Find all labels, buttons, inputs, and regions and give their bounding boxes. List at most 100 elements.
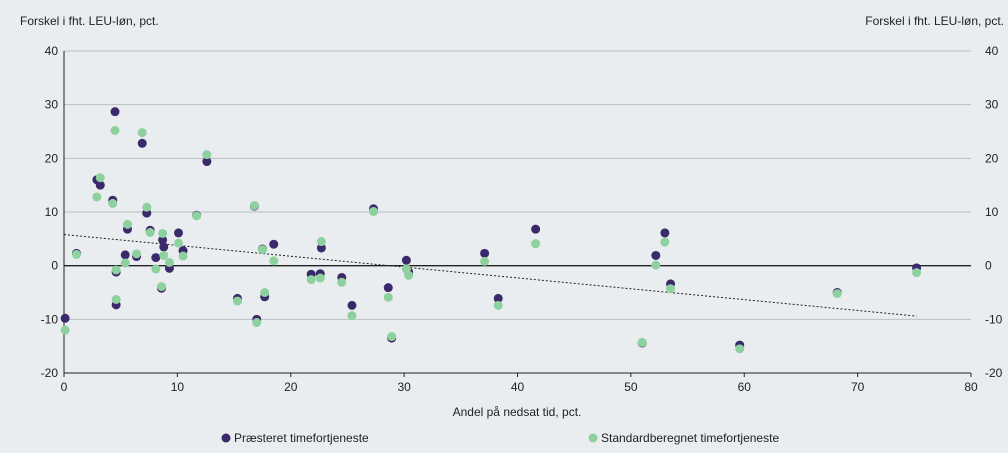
legend-label-series-2: Standardberegnet timefortjeneste [601, 431, 779, 445]
legend-marker-series-1 [221, 433, 231, 443]
data-point-standardberegnet [111, 294, 121, 304]
legend-marker-series-2 [588, 433, 598, 443]
data-point-standardberegnet [316, 237, 326, 247]
y-tick-label-right: -20 [985, 366, 1003, 380]
trendline [63, 234, 917, 317]
legend-label-series-1: Præsteret timefortjeneste [234, 431, 369, 445]
data-point-standardberegnet [164, 257, 174, 267]
data-point-standardberegnet [493, 300, 503, 310]
y-tick-label-left: 30 [45, 98, 59, 112]
x-tick-label: 20 [284, 380, 298, 394]
data-point-standardberegnet [480, 256, 490, 266]
points-layer [60, 107, 922, 354]
data-point-praesteret [159, 242, 169, 252]
data-point-standardberegnet [232, 296, 242, 306]
data-point-standardberegnet [157, 282, 167, 292]
y-tick-label-right: 10 [985, 205, 999, 219]
data-point-standardberegnet [660, 237, 670, 247]
x-tick-label: 10 [171, 380, 185, 394]
data-point-standardberegnet [306, 275, 316, 285]
data-point-praesteret [316, 243, 326, 253]
grid-layer [63, 50, 971, 374]
data-point-standardberegnet [912, 268, 922, 278]
data-point-standardberegnet [71, 249, 81, 259]
data-point-standardberegnet [92, 192, 102, 202]
x-tick-label: 0 [61, 380, 68, 394]
y-tick-label-left: 0 [51, 259, 58, 273]
data-point-standardberegnet [531, 239, 541, 249]
y-tick-label-right: 0 [985, 259, 992, 273]
y-axis-label-right: Forskel i fht. LEU-løn, pct. [865, 14, 1004, 28]
y-tick-label-right: 40 [985, 44, 999, 58]
data-point-standardberegnet [383, 292, 393, 302]
data-point-praesteret [531, 224, 541, 234]
y-tick-label-left: -10 [41, 312, 59, 326]
data-point-standardberegnet [315, 273, 325, 283]
data-point-standardberegnet [387, 332, 397, 342]
x-tick-label: 30 [397, 380, 411, 394]
data-point-praesteret [651, 250, 661, 260]
data-point-standardberegnet [337, 277, 347, 287]
y-tick-label-left: 10 [45, 205, 59, 219]
data-point-standardberegnet [151, 264, 161, 274]
data-point-standardberegnet [269, 256, 279, 266]
ticks-layer: -20 -20 -10 -10 0 0 10 10 20 20 30 30 40 40 0 10 20 30 40 5… [41, 44, 1003, 394]
y-tick-label-left: 20 [45, 151, 59, 165]
data-point-standardberegnet [158, 228, 168, 238]
data-point-praesteret [269, 239, 279, 249]
data-point-standardberegnet [142, 202, 152, 212]
data-point-praesteret [60, 313, 70, 323]
data-point-praesteret [174, 228, 184, 238]
data-point-standardberegnet [651, 260, 661, 270]
data-point-standardberegnet [178, 251, 188, 261]
data-point-standardberegnet [832, 289, 842, 299]
data-point-praesteret [480, 248, 490, 258]
x-tick-label: 80 [964, 380, 978, 394]
data-point-standardberegnet [347, 311, 357, 321]
trend-layer [63, 234, 917, 317]
y-tick-label-left: 40 [45, 44, 59, 58]
data-point-standardberegnet [159, 250, 169, 260]
data-point-praesteret [401, 255, 411, 265]
data-point-standardberegnet [122, 219, 132, 229]
data-point-standardberegnet [145, 227, 155, 237]
data-point-standardberegnet [260, 288, 270, 297]
y-tick-label-left: -20 [41, 366, 59, 380]
x-axis-label: Andel på nedsat tid, pct. [453, 405, 582, 419]
data-point-standardberegnet [202, 150, 212, 160]
y-tick-label-right: 30 [985, 98, 999, 112]
data-point-standardberegnet [137, 128, 147, 138]
data-point-standardberegnet [132, 249, 142, 259]
data-point-standardberegnet [404, 270, 414, 280]
legend: Præsteret timefortjeneste Standardberegn… [221, 431, 779, 445]
data-point-praesteret [493, 293, 503, 303]
data-point-standardberegnet [252, 318, 262, 328]
data-point-standardberegnet [369, 206, 379, 216]
data-point-standardberegnet [257, 245, 267, 255]
x-tick-label: 60 [738, 380, 752, 394]
data-point-standardberegnet [192, 211, 202, 221]
data-point-praesteret [151, 253, 161, 263]
y-tick-label-right: -10 [985, 312, 1003, 326]
data-point-standardberegnet [95, 173, 105, 183]
data-point-standardberegnet [735, 344, 745, 354]
data-point-praesteret [158, 235, 168, 245]
data-point-standardberegnet [110, 125, 120, 135]
data-point-praesteret [137, 138, 147, 148]
data-point-standardberegnet [637, 337, 647, 347]
data-point-standardberegnet [60, 325, 70, 335]
data-point-standardberegnet [249, 201, 259, 211]
x-tick-label: 50 [624, 380, 638, 394]
x-tick-label: 40 [511, 380, 525, 394]
data-point-praesteret [347, 300, 357, 310]
data-point-praesteret [110, 107, 120, 117]
data-point-praesteret [95, 180, 105, 190]
data-point-praesteret [660, 228, 670, 238]
data-point-standardberegnet [120, 258, 130, 268]
data-point-praesteret [383, 283, 393, 293]
data-point-praesteret [120, 250, 130, 260]
data-point-standardberegnet [108, 198, 118, 208]
data-point-standardberegnet [666, 284, 676, 294]
